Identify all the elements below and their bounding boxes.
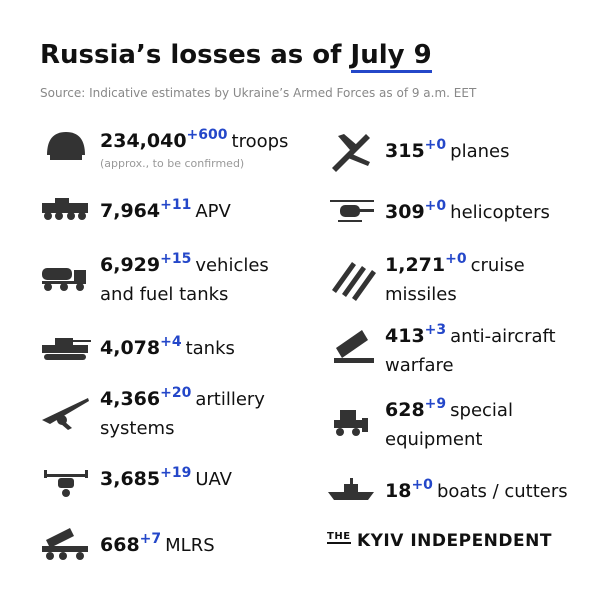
- value: 1,271: [385, 254, 446, 276]
- loss-item: 3,685+19 UAV: [100, 465, 232, 495]
- tank-icon: [42, 338, 91, 360]
- label: planes: [450, 141, 510, 162]
- apv-icon: [42, 198, 88, 220]
- value: 18: [385, 480, 412, 502]
- value: 4,078: [100, 337, 161, 359]
- loss-item: 6,929+15 vehicles and fuel tanks: [100, 251, 269, 308]
- source: Source: Indicative estimates by Ukraine’…: [40, 86, 477, 100]
- label: boats / cutters: [436, 481, 568, 502]
- delta: +3: [424, 322, 447, 338]
- delta: +0: [445, 251, 467, 267]
- label: anti-aircraft: [450, 326, 556, 347]
- title: Russia’s losses as of July 9: [40, 40, 432, 73]
- loss-item: 18+0 boats / cutters: [385, 477, 568, 507]
- label: special: [450, 400, 513, 421]
- label: APV: [195, 201, 231, 222]
- label: helicopters: [450, 202, 550, 223]
- delta: +0: [411, 477, 433, 493]
- value: 7,964: [100, 200, 161, 222]
- label: and fuel tanks: [100, 284, 229, 305]
- loss-item: 315+0 planes: [385, 137, 510, 167]
- delta: +4: [160, 334, 182, 350]
- title-text: Russia’s losses as of: [40, 40, 342, 70]
- delta: +20: [160, 385, 192, 401]
- delta: +600: [186, 127, 228, 143]
- value: 315: [385, 140, 425, 162]
- label: warfare: [385, 355, 454, 376]
- label: MLRS: [165, 535, 215, 556]
- delta: +7: [139, 531, 162, 547]
- label: systems: [100, 418, 175, 439]
- value: 6,929: [100, 254, 161, 276]
- value: 309: [385, 201, 425, 223]
- delta: +9: [424, 396, 447, 412]
- label: cruise: [470, 255, 525, 276]
- loss-item: 1,271+0 cruise missiles: [385, 251, 525, 308]
- logo-small: THE: [327, 531, 351, 544]
- title-date: July 9: [350, 40, 432, 73]
- delta: +0: [424, 137, 447, 153]
- value: 668: [100, 534, 140, 556]
- delta: +0: [424, 198, 447, 214]
- drone-icon: [44, 470, 88, 497]
- plane-icon: [332, 134, 370, 172]
- fuel-truck-icon: [42, 268, 86, 291]
- label: artillery: [195, 389, 265, 410]
- loss-item: 234,040+600 troops (approx., to be confirm…: [100, 127, 289, 171]
- helmet-icon: [47, 132, 85, 160]
- loss-item: 628+9 special equipment: [385, 396, 513, 453]
- label: troops: [231, 131, 289, 152]
- label: vehicles: [195, 255, 269, 276]
- loss-item: 7,964+11 APV: [100, 197, 231, 227]
- boat-icon: [328, 478, 374, 500]
- logo-name: KYIV INDEPENDENT: [356, 531, 552, 551]
- delta: +15: [160, 251, 192, 267]
- mlrs-icon: [42, 528, 88, 560]
- loss-item: 413+3 anti-aircraft warfare: [385, 322, 556, 379]
- value: 628: [385, 399, 425, 421]
- helicopter-icon: [330, 200, 374, 222]
- artillery-icon: [42, 398, 89, 430]
- logo: THE KYIV INDEPENDENT: [327, 531, 552, 551]
- value: 4,366: [100, 388, 161, 410]
- value: 234,040: [100, 130, 187, 152]
- loss-item: 309+0 helicopters: [385, 198, 550, 228]
- delta: +19: [160, 465, 192, 481]
- value: 3,685: [100, 468, 161, 490]
- delta: +11: [160, 197, 192, 213]
- label: equipment: [385, 429, 483, 450]
- note: (approx., to be confirmed): [100, 157, 245, 170]
- loss-item: 4,366+20 artillery systems: [100, 385, 265, 442]
- loss-item: 668+7 MLRS: [100, 531, 215, 561]
- aa-icon: [334, 330, 374, 363]
- bulldozer-icon: [334, 410, 368, 436]
- loss-item: 4,078+4 tanks: [100, 334, 235, 364]
- label: UAV: [195, 469, 232, 490]
- label: tanks: [185, 338, 235, 359]
- label: missiles: [385, 284, 457, 305]
- value: 413: [385, 325, 425, 347]
- missiles-icon: [332, 262, 376, 301]
